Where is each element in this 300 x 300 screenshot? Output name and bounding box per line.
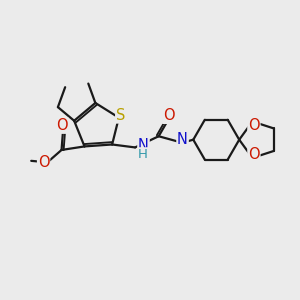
- Text: N: N: [138, 138, 149, 153]
- Text: O: O: [38, 155, 50, 170]
- Text: H: H: [138, 148, 148, 161]
- Text: O: O: [248, 118, 260, 133]
- Text: O: O: [56, 118, 68, 133]
- Text: O: O: [248, 147, 260, 162]
- Text: S: S: [116, 108, 125, 123]
- Text: N: N: [177, 132, 188, 147]
- Text: O: O: [163, 108, 175, 123]
